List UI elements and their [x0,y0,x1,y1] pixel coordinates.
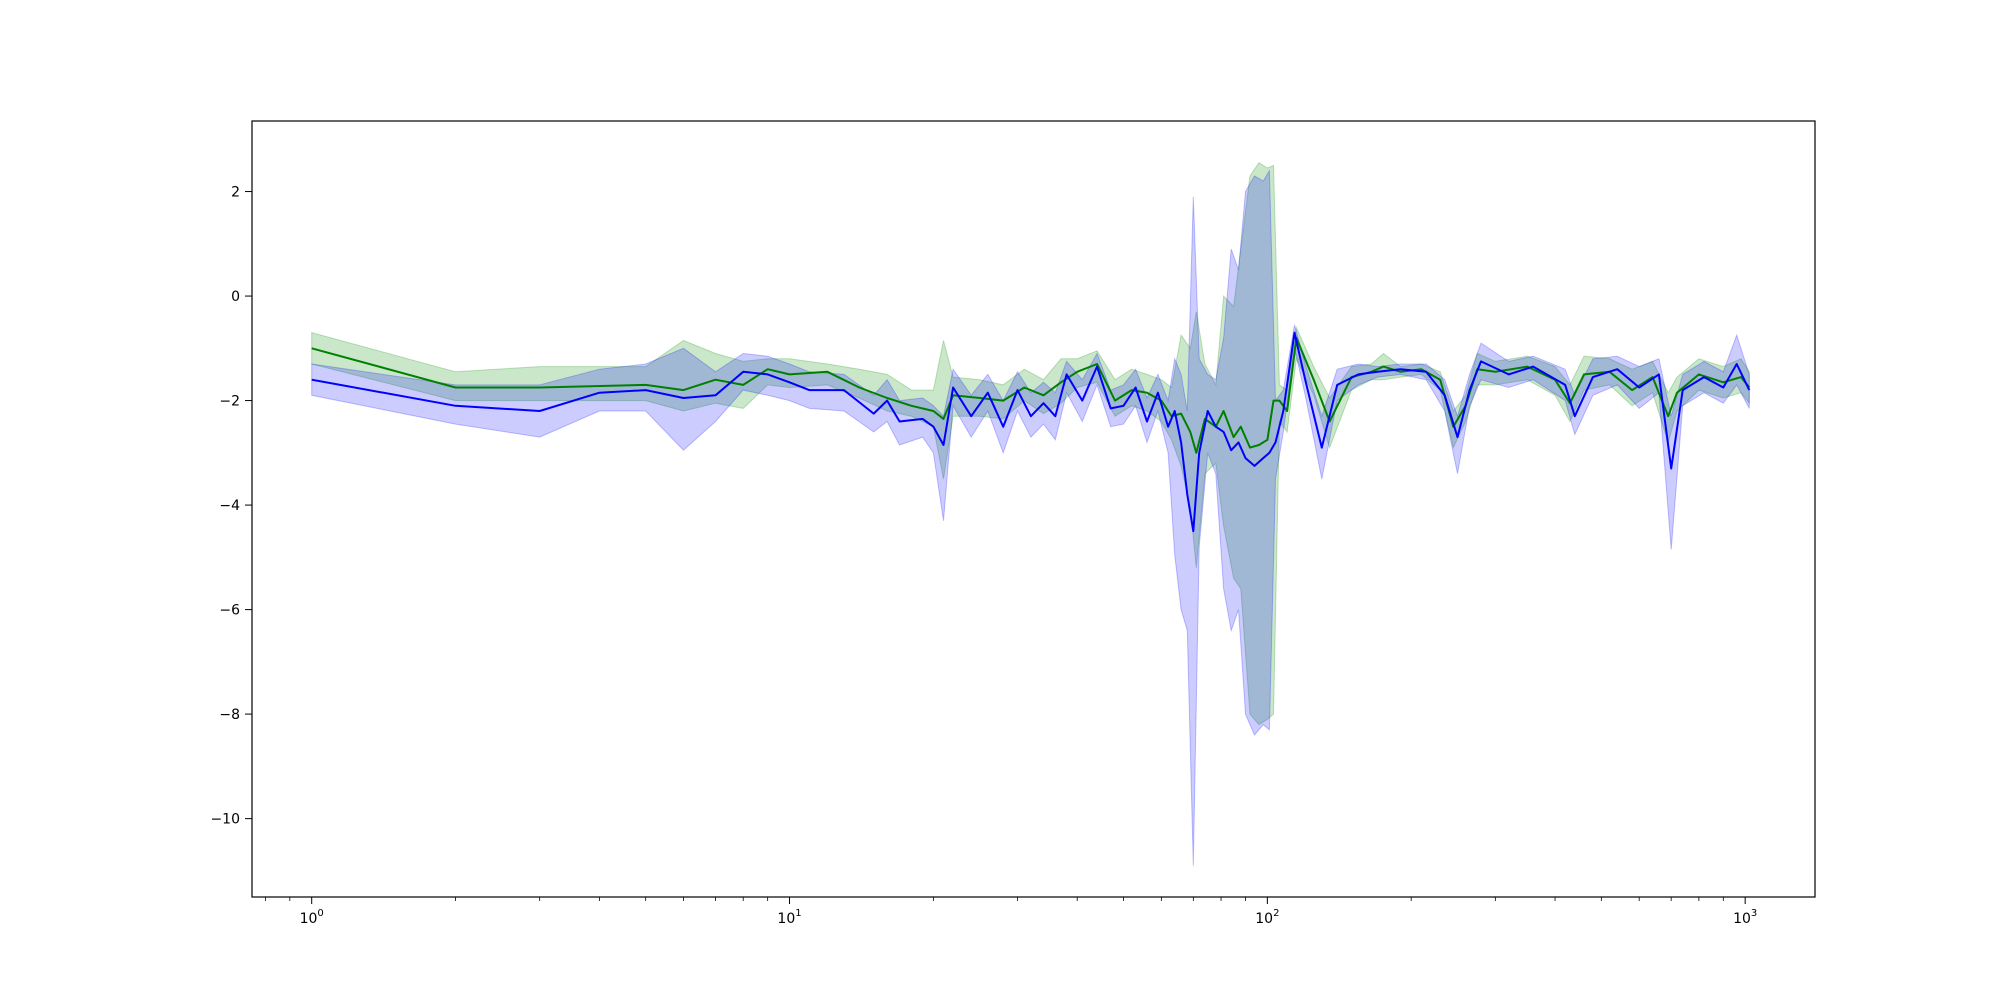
x-tick-label: 100 [300,908,324,927]
series-lines [311,331,1751,533]
y-tick-label: 0 [231,289,240,305]
y-axis: 2 0 −2 −4 −6 −8 −10 [210,185,252,828]
y-tick-label: 2 [231,185,240,201]
x-axis: 100 101 102 103 [264,897,1757,927]
y-tick-label: −10 [210,812,240,828]
series-2-line [311,331,1751,533]
y-tick-label: −4 [219,498,240,514]
x-tick-label: 103 [1733,908,1757,927]
series-2-band [311,168,1750,866]
y-tick-label: −6 [219,603,240,619]
y-tick-label: −8 [219,707,240,723]
y-tick-label: −2 [219,394,240,410]
x-tick-label: 101 [777,908,801,927]
plot-frame [251,120,1816,898]
x-tick-label: 102 [1255,908,1279,927]
